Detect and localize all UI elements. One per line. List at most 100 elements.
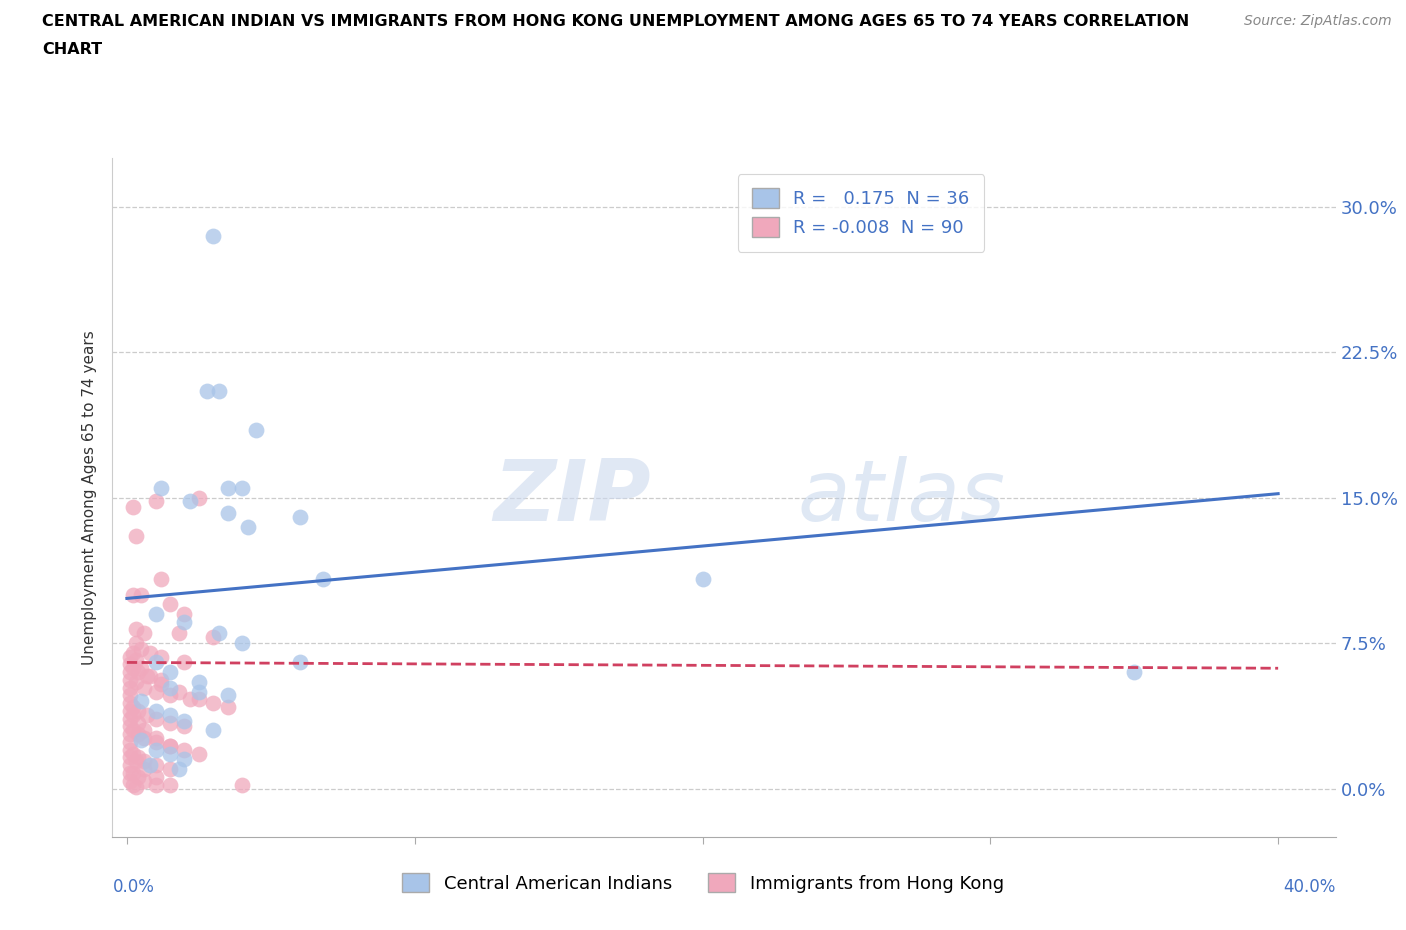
Point: [173, 655, 195, 670]
Point: [145, 711, 167, 726]
Text: atlas: atlas: [797, 456, 1005, 539]
Point: [118, 742, 141, 757]
Point: [127, 726, 149, 741]
Point: [231, 635, 253, 650]
Point: [136, 708, 159, 723]
Point: [236, 519, 259, 534]
Point: [179, 494, 201, 509]
Point: [121, 499, 143, 514]
Point: [145, 735, 167, 750]
Point: [134, 762, 156, 777]
Y-axis label: Unemployment Among Ages 65 to 74 years: Unemployment Among Ages 65 to 74 years: [82, 330, 97, 665]
Point: [127, 750, 149, 764]
Point: [118, 750, 141, 764]
Text: 0.0%: 0.0%: [112, 878, 155, 896]
Point: [118, 711, 141, 726]
Point: [145, 758, 167, 773]
Point: [1123, 665, 1146, 680]
Point: [159, 680, 181, 695]
Point: [173, 606, 195, 621]
Point: [167, 626, 190, 641]
Point: [121, 777, 143, 792]
Point: [121, 645, 143, 660]
Point: [231, 481, 253, 496]
Point: [167, 762, 190, 777]
Text: ZIP: ZIP: [494, 456, 651, 539]
Point: [134, 680, 156, 695]
Point: [187, 684, 209, 699]
Point: [129, 733, 152, 748]
Point: [187, 674, 209, 689]
Point: [127, 665, 149, 680]
Point: [124, 779, 146, 794]
Point: [217, 481, 239, 496]
Point: [118, 774, 141, 789]
Point: [134, 723, 156, 737]
Point: [118, 696, 141, 711]
Point: [187, 746, 209, 761]
Point: [145, 606, 167, 621]
Point: [167, 684, 190, 699]
Point: [139, 669, 162, 684]
Point: [173, 742, 195, 757]
Point: [173, 614, 195, 629]
Point: [159, 715, 181, 730]
Point: [159, 738, 181, 753]
Point: [187, 692, 209, 707]
Point: [145, 494, 167, 509]
Point: [118, 672, 141, 687]
Point: [692, 572, 714, 587]
Point: [288, 510, 311, 525]
Point: [145, 777, 167, 792]
Point: [118, 657, 141, 671]
Point: [121, 699, 143, 714]
Point: [118, 765, 141, 780]
Point: [217, 506, 239, 521]
Point: [121, 661, 143, 676]
Point: [245, 422, 267, 437]
Point: [159, 746, 181, 761]
Point: [173, 752, 195, 767]
Point: [197, 383, 219, 398]
Point: [127, 769, 149, 784]
Point: [159, 738, 181, 753]
Point: [202, 696, 225, 711]
Point: [311, 572, 333, 587]
Point: [150, 672, 173, 687]
Point: [124, 674, 146, 689]
Point: [118, 649, 141, 664]
Legend: Central American Indians, Immigrants from Hong Kong: Central American Indians, Immigrants fro…: [388, 858, 1018, 907]
Point: [129, 642, 152, 657]
Point: [202, 228, 225, 243]
Point: [173, 713, 195, 728]
Point: [124, 529, 146, 544]
Point: [118, 703, 141, 718]
Text: CHART: CHART: [42, 42, 103, 57]
Point: [208, 626, 231, 641]
Point: [217, 699, 239, 714]
Point: [136, 669, 159, 684]
Point: [134, 626, 156, 641]
Point: [134, 774, 156, 789]
Point: [118, 758, 141, 773]
Point: [202, 723, 225, 737]
Point: [118, 688, 141, 703]
Point: [139, 758, 162, 773]
Point: [127, 703, 149, 718]
Legend: R =   0.175  N = 36, R = -0.008  N = 90: R = 0.175 N = 36, R = -0.008 N = 90: [738, 174, 984, 252]
Point: [121, 587, 143, 602]
Point: [173, 719, 195, 734]
Point: [145, 655, 167, 670]
Point: [288, 655, 311, 670]
Point: [159, 688, 181, 703]
Point: [159, 597, 181, 612]
Point: [118, 680, 141, 695]
Point: [150, 676, 173, 691]
Point: [208, 383, 231, 398]
Point: [150, 649, 173, 664]
Point: [121, 723, 143, 737]
Point: [118, 726, 141, 741]
Point: [124, 754, 146, 769]
Point: [129, 661, 152, 676]
Point: [121, 708, 143, 723]
